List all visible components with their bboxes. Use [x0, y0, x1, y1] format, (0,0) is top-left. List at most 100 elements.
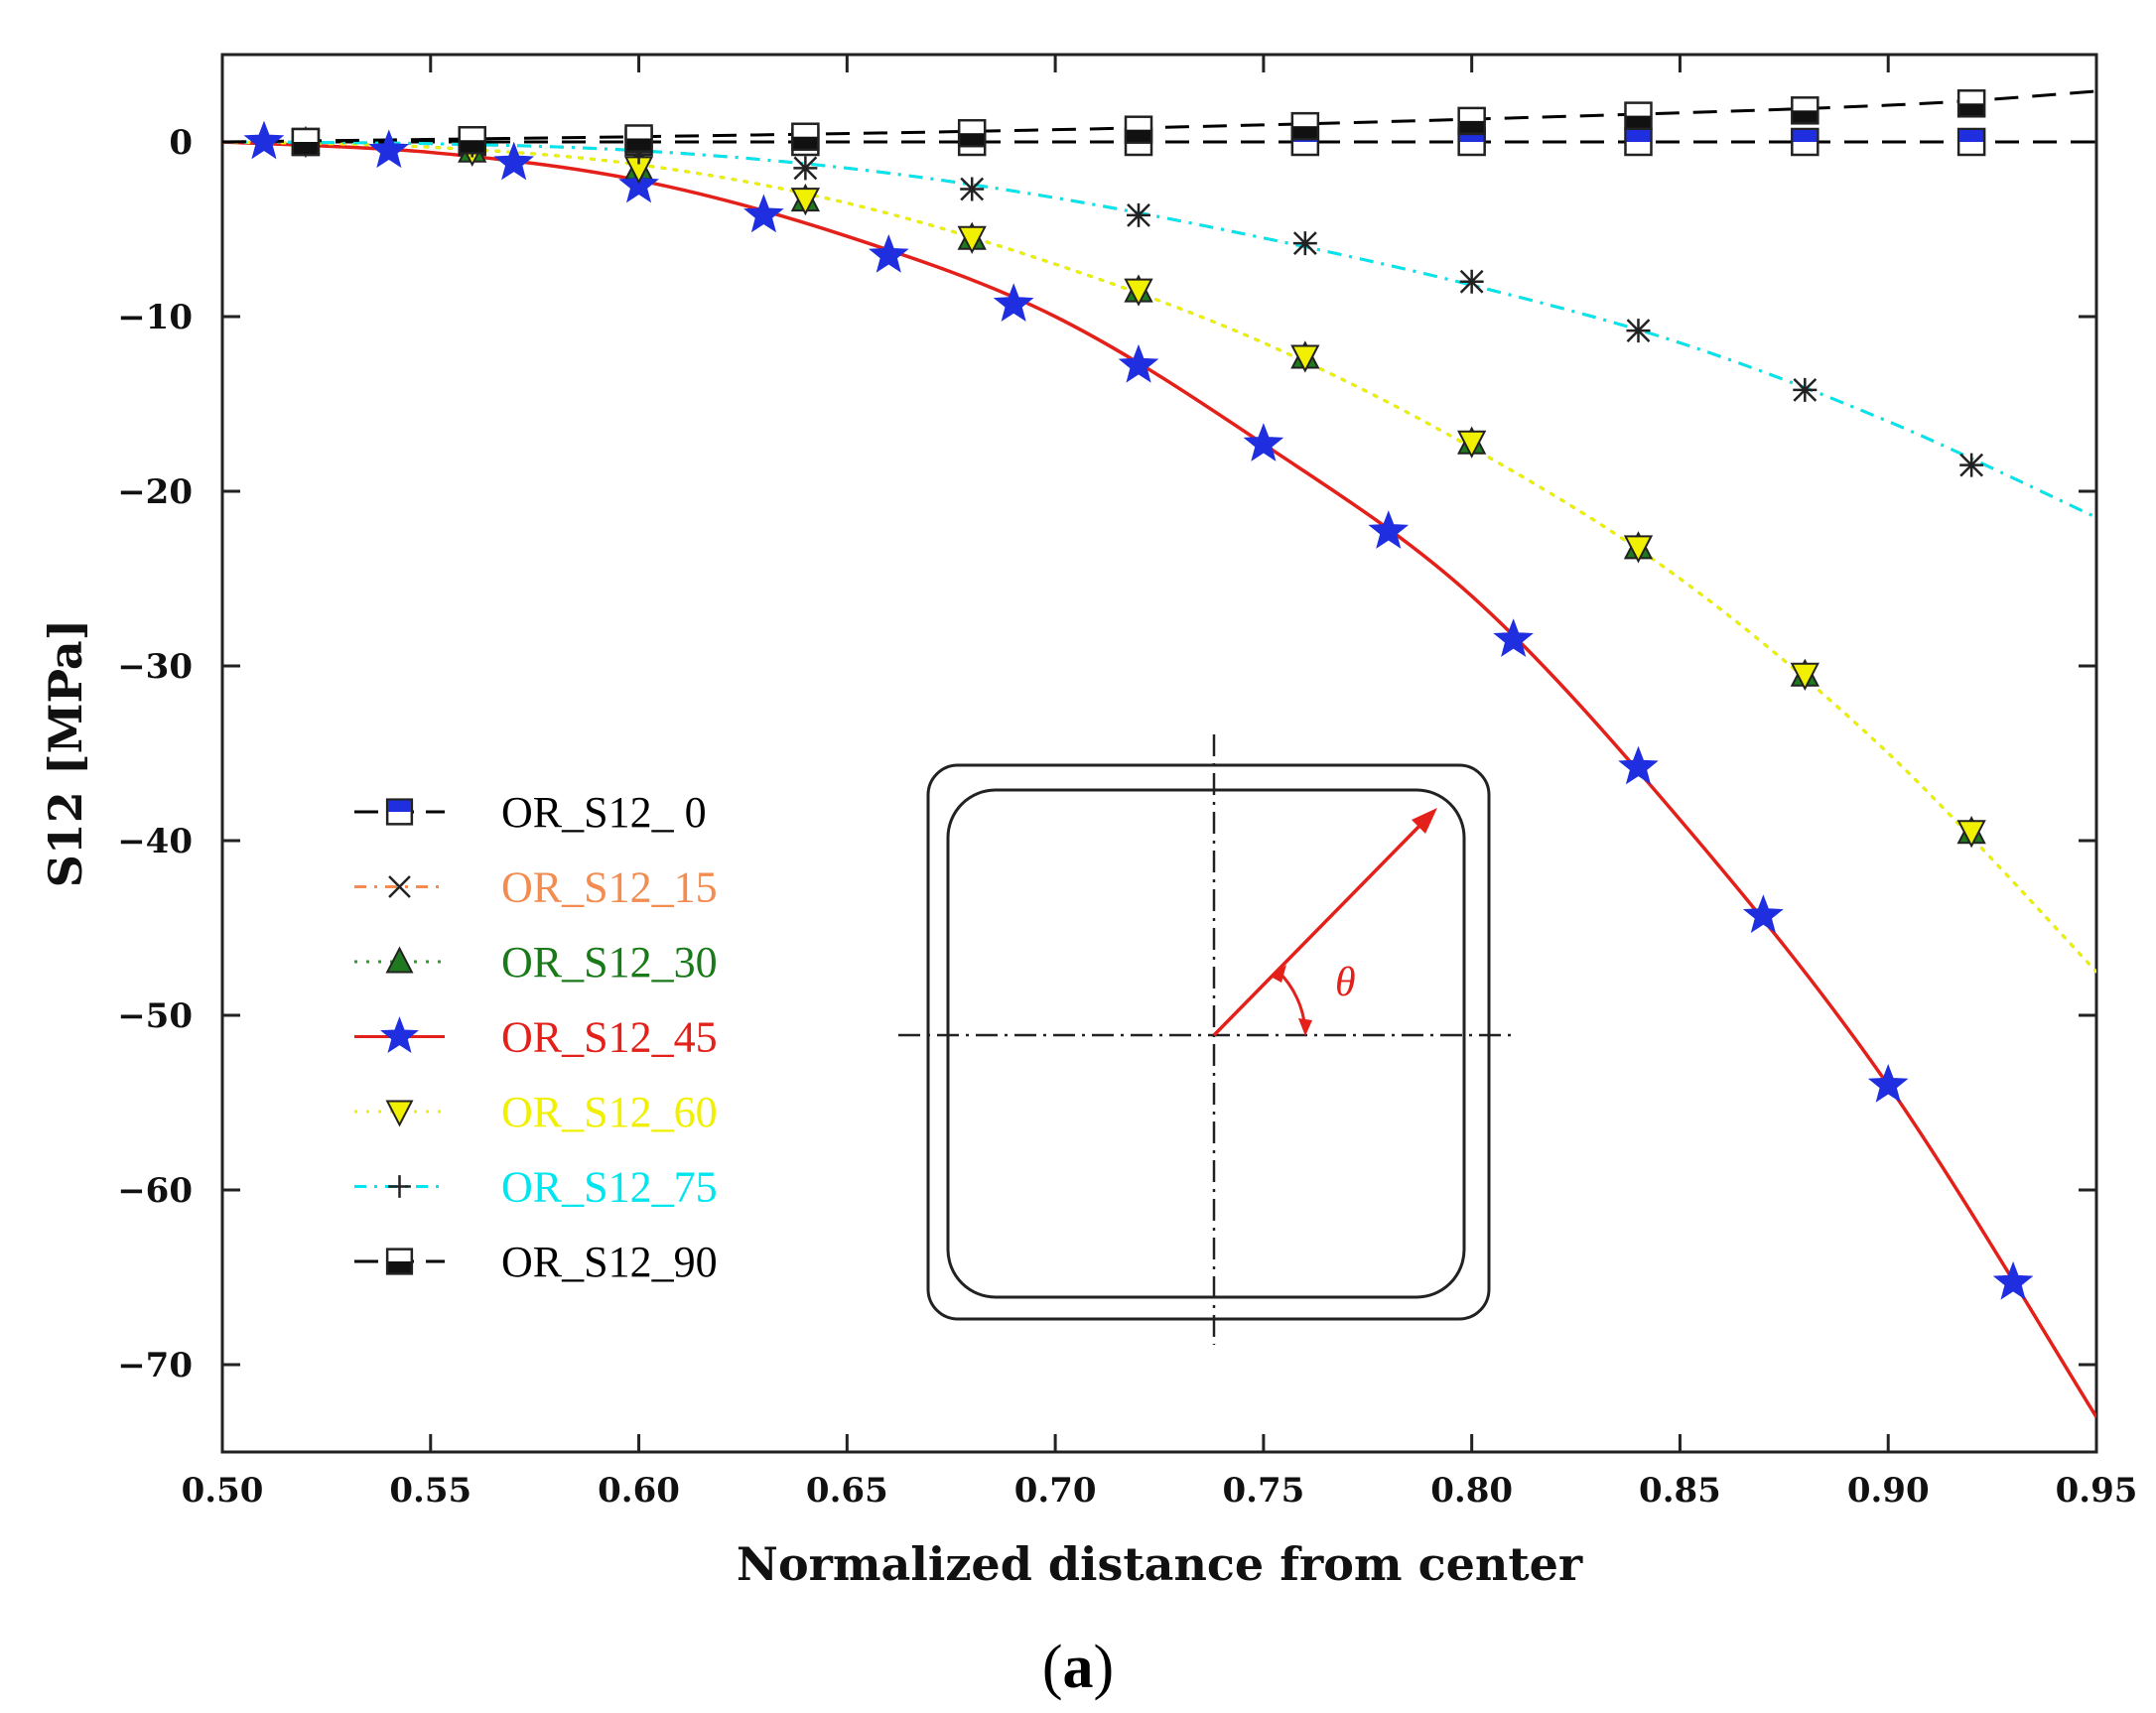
data-point: [1457, 430, 1487, 459]
legend-item: OR_S12_90: [354, 1238, 718, 1286]
x-tick-label: 0.95: [2056, 1471, 2138, 1511]
data-point: [1959, 453, 1984, 477]
x-tick-label: 0.80: [1430, 1471, 1513, 1511]
data-point: [1791, 127, 1819, 157]
data-point: [791, 122, 820, 151]
series-line: [222, 140, 2096, 974]
y-axis-title: S12 [MPa]: [39, 619, 92, 888]
data-point: [1368, 510, 1410, 549]
data-point: [1992, 1260, 2034, 1300]
x-tick-label: 0.85: [1639, 1471, 1721, 1511]
legend-label: OR_S12_15: [501, 863, 718, 912]
data-point: [1493, 618, 1534, 657]
data-point: [368, 129, 410, 169]
legend-item: OR_S12_75: [354, 1163, 718, 1212]
data-point: [1459, 269, 1484, 294]
legend-label: OR_S12_45: [501, 1013, 718, 1062]
series-line: [222, 140, 2096, 1418]
data-point: [790, 188, 821, 216]
data-point: [1127, 202, 1151, 227]
data-point: [385, 1248, 414, 1275]
legend-label: OR_S12_60: [501, 1088, 718, 1136]
data-point: [1956, 89, 1986, 118]
caption-open-paren: (: [1042, 1634, 1063, 1701]
data-point: [385, 946, 414, 974]
data-point: [458, 125, 486, 155]
data-point: [1292, 231, 1317, 256]
data-point: [388, 1175, 411, 1198]
data-point: [1791, 96, 1819, 125]
series-line: [222, 89, 2096, 144]
data-point: [1618, 745, 1659, 785]
data-point: [1290, 344, 1320, 373]
data-point: [1956, 127, 1986, 157]
x-tick-label: 0.60: [598, 1471, 680, 1511]
data-point: [1124, 278, 1153, 307]
data-point: [1118, 343, 1159, 383]
inset-theta-label: θ: [1335, 960, 1356, 1005]
x-tick-label: 0.55: [389, 1471, 472, 1511]
y-tick-label: −70: [117, 1346, 193, 1385]
data-point: [957, 118, 987, 148]
data-point: [1243, 423, 1284, 461]
x-tick-label: 0.75: [1222, 1471, 1304, 1511]
data-point: [1290, 111, 1320, 141]
legend-item: OR_S12_15: [354, 863, 718, 912]
data-point: [493, 141, 535, 181]
data-point: [380, 1016, 419, 1054]
x-tick-label: 0.70: [1014, 1471, 1097, 1511]
inset-inner-square: [946, 788, 1466, 1299]
data-point: [385, 798, 414, 826]
data-point: [388, 875, 411, 898]
caption-close-paren: ): [1094, 1634, 1115, 1701]
data-point: [1742, 894, 1784, 934]
legend-item: OR_S12_30: [354, 938, 718, 987]
data-point: [993, 283, 1034, 323]
figure-caption: (a): [1042, 1634, 1114, 1701]
x-axis-title: Normalized distance from center: [737, 1537, 1583, 1591]
data-point: [1623, 535, 1654, 564]
data-point: [1793, 377, 1818, 402]
inset-arrowhead: [1412, 808, 1437, 834]
y-tick-label: −50: [117, 996, 193, 1036]
data-point: [1956, 820, 1986, 849]
legend-item: OR_S12_45: [354, 1013, 718, 1062]
inset-outer-square: [926, 763, 1491, 1321]
x-tick-label: 0.90: [1847, 1471, 1930, 1511]
y-tick-label: −10: [117, 298, 193, 337]
y-tick-label: −30: [117, 647, 193, 687]
data-point: [291, 127, 321, 157]
data-point: [1624, 101, 1653, 130]
x-tick-label: 0.65: [806, 1471, 888, 1511]
data-point: [1124, 115, 1153, 144]
y-tick-label: −40: [117, 822, 193, 861]
data-point: [1626, 319, 1651, 343]
legend-item: OR_S12_60: [354, 1088, 718, 1136]
data-point: [793, 156, 818, 181]
data-point: [385, 1100, 414, 1127]
data-point: [743, 194, 784, 233]
legend-label: OR_S12_75: [501, 1163, 718, 1212]
inset-radius-arrow: [1212, 814, 1431, 1037]
legend: OR_S12_ 0 OR_S12_15 OR_S12_30 OR_S12_45 OR_S…: [354, 788, 718, 1286]
data-point: [960, 177, 985, 201]
inset-diagram: θ: [898, 734, 1514, 1345]
data-point: [957, 225, 987, 254]
data-point: [1457, 106, 1486, 136]
data-point: [1624, 127, 1653, 157]
legend-label: OR_S12_30: [501, 938, 718, 987]
inset-arc-arrowhead-bottom: [1298, 1018, 1312, 1036]
y-tick-label: −60: [117, 1171, 193, 1211]
data-point: [1867, 1063, 1909, 1103]
legend-label: OR_S12_90: [501, 1238, 718, 1286]
data-point: [624, 124, 653, 153]
data-point: [868, 233, 909, 273]
caption-letter: a: [1063, 1634, 1094, 1701]
y-tick-label: 0: [169, 123, 193, 163]
data-point: [243, 120, 285, 160]
legend-item: OR_S12_ 0: [354, 788, 707, 837]
y-tick-label: −20: [117, 472, 193, 512]
inset-arc-arrowhead-top: [1271, 965, 1286, 983]
legend-label: OR_S12_ 0: [501, 788, 707, 837]
